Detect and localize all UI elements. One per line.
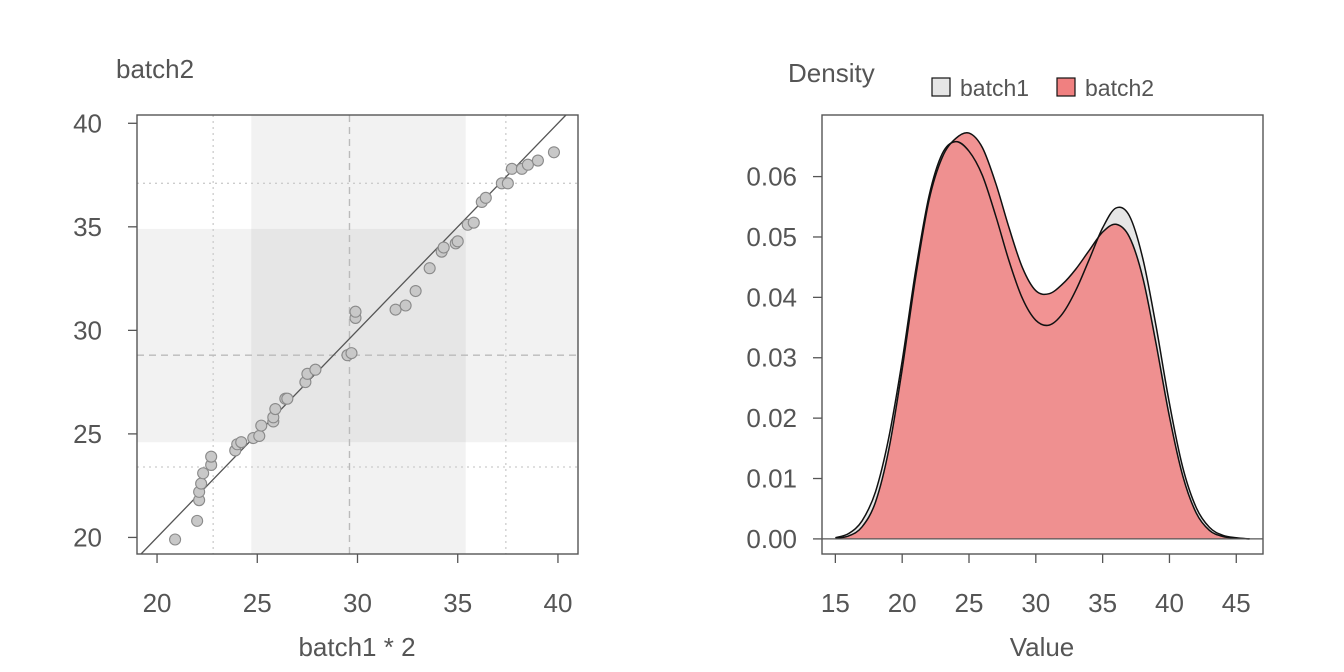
y-tick-label: 0.05 <box>746 222 797 252</box>
data-point <box>437 241 450 254</box>
y-axis-title: batch2 <box>116 54 194 84</box>
data-point <box>253 429 266 443</box>
y-axis-ticks: 0.00 0.01 0.02 0.03 0.04 0.05 0.06 <box>746 162 822 554</box>
y-tick-label: 25 <box>73 419 102 449</box>
x-tick-label: 15 <box>821 588 850 618</box>
y-tick-label: 0.04 <box>746 282 797 312</box>
data-point <box>521 158 534 171</box>
x-tick-label: 45 <box>1222 588 1251 618</box>
y-axis-title: Density <box>788 58 875 88</box>
data-point <box>309 363 322 376</box>
y-tick-label: 20 <box>73 522 102 552</box>
data-point <box>501 177 514 190</box>
data-points <box>169 146 560 546</box>
x-axis-title: Value <box>1010 632 1075 662</box>
data-point <box>255 419 268 432</box>
data-point <box>505 162 518 175</box>
density-line-batch2 <box>835 131 1250 540</box>
y-tick-label: 35 <box>73 212 102 242</box>
x-axis-ticks: 15 20 25 30 35 40 45 <box>821 554 1251 618</box>
data-point <box>399 299 412 312</box>
data-point <box>479 191 492 204</box>
legend-label-batch2: batch2 <box>1085 75 1154 101</box>
density-line-batch1 <box>835 140 1250 540</box>
legend-label-batch1: batch1 <box>960 75 1029 101</box>
reference-line <box>140 114 567 555</box>
y-tick-label: 0.00 <box>746 524 797 554</box>
x-tick-label: 35 <box>1088 588 1117 618</box>
x-tick-label: 40 <box>1155 588 1184 618</box>
y-tick-label: 0.03 <box>746 343 797 373</box>
data-point <box>195 477 208 490</box>
data-point <box>451 235 464 248</box>
data-point <box>197 467 210 480</box>
data-point <box>467 216 480 229</box>
data-point <box>345 347 358 360</box>
data-point <box>269 402 282 416</box>
data-point <box>389 303 402 316</box>
data-point <box>281 392 294 405</box>
x-tick-label: 40 <box>543 588 572 618</box>
legend-swatch-batch1 <box>931 77 951 97</box>
density-areas <box>835 131 1250 540</box>
data-point <box>235 436 248 449</box>
quartile-bands <box>137 115 578 554</box>
y-tick-label: 40 <box>73 108 102 138</box>
data-point <box>169 533 182 546</box>
data-point <box>349 305 362 318</box>
y-tick-label: 0.01 <box>746 464 797 494</box>
x-tick-label: 30 <box>1021 588 1050 618</box>
plot-border <box>821 114 1264 555</box>
density-area-batch2 <box>835 132 1250 539</box>
x-tick-label: 35 <box>443 588 472 618</box>
legend: batch1 batch2 <box>931 75 1154 101</box>
x-tick-label: 25 <box>955 588 984 618</box>
y-tick-label: 30 <box>73 315 102 345</box>
iqr-overlap <box>251 228 466 443</box>
data-point <box>423 262 436 275</box>
x-tick-label: 20 <box>143 588 172 618</box>
y-axis-ticks: 20 25 30 35 40 <box>73 108 137 552</box>
legend-swatch-batch2 <box>1056 77 1076 97</box>
data-point <box>191 514 204 527</box>
data-point <box>547 146 560 159</box>
x-axis-ticks: 20 25 30 35 40 <box>143 554 572 618</box>
density-plot-panel: 15 20 25 30 35 40 45 0.000.010.020.030.040.050… <box>746 58 1264 662</box>
x-tick-label: 25 <box>243 588 272 618</box>
y-tick-label: 0.02 <box>746 403 797 433</box>
data-point <box>531 154 544 167</box>
data-point <box>409 284 422 298</box>
x-axis-title: batch1 * 2 <box>298 632 415 662</box>
data-point <box>205 450 218 463</box>
x-tick-label: 30 <box>343 588 372 618</box>
x-tick-label: 20 <box>888 588 917 618</box>
y-tick-label: 0.06 <box>746 162 797 192</box>
qq-plot-panel: 20 25 30 35 40 20 25 30 35 40 batch2 batch1 * 2 <box>73 54 579 662</box>
